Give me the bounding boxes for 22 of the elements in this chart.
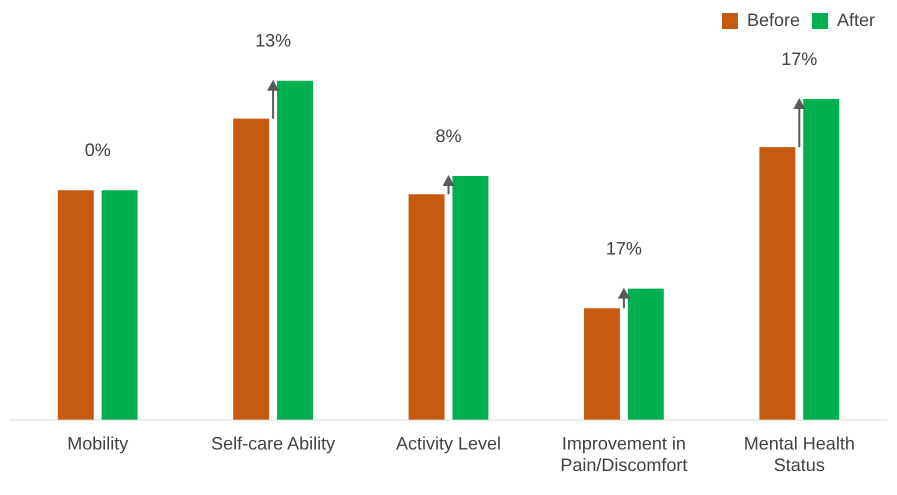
legend-label: After <box>836 10 876 30</box>
text: 13% <box>255 30 292 51</box>
bar <box>584 308 620 420</box>
bar <box>452 176 488 420</box>
annotation: 8% <box>435 126 462 146</box>
bar <box>803 99 840 420</box>
legend-label: Before <box>746 10 800 30</box>
x-tick-label: Mobility <box>67 434 128 454</box>
annotation: 17% <box>606 238 642 259</box>
x-tick-label: Mental Health Status <box>744 434 855 476</box>
bar <box>408 194 445 420</box>
bar <box>277 80 314 420</box>
x-tick-label: Improvement in Pain/Discomfort <box>560 434 688 476</box>
bar <box>628 288 664 420</box>
x-tick-label: Self-care Ability <box>211 434 336 454</box>
x-tick-label: Activity Level <box>396 434 502 454</box>
bar <box>759 147 796 420</box>
text: 17% <box>781 48 818 69</box>
bar <box>58 190 94 420</box>
annotation: 0% <box>84 140 111 160</box>
bar <box>102 190 138 420</box>
bar <box>233 118 270 420</box>
